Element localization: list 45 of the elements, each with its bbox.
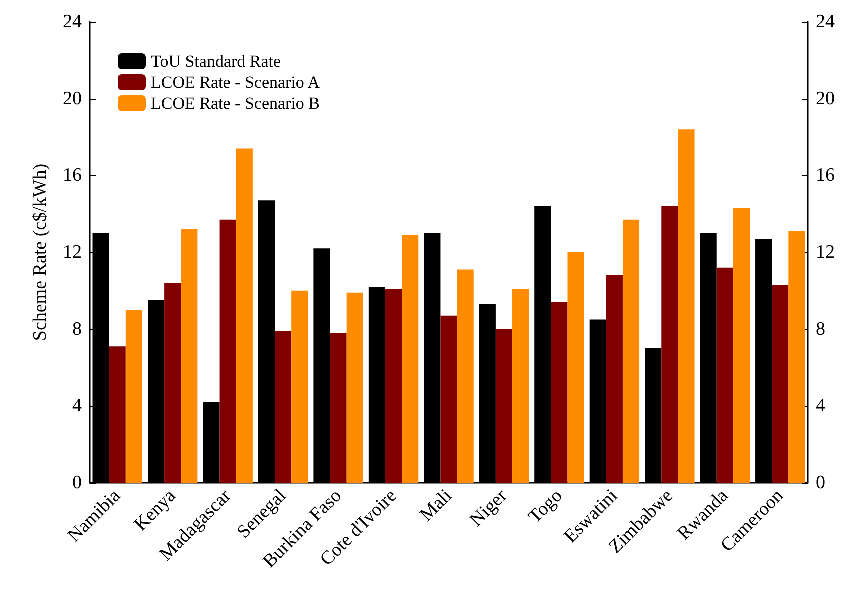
y2-tick-label: 16 [816,165,835,186]
y2-tick-label: 0 [816,472,826,494]
bar [496,329,513,483]
y-tick-label: 8 [72,318,82,340]
bar [788,231,806,483]
bar [330,333,347,483]
bar [292,290,308,483]
y-tick-label: 20 [63,88,82,110]
legend-label: ToU Standard Rate [151,52,282,71]
bar [716,268,734,483]
bar [457,270,474,483]
bar [662,206,678,483]
bar [402,235,419,483]
bar [678,130,695,483]
bar [512,288,530,483]
y2-tick-label: 12 [816,242,835,263]
y2-tick-label: 4 [816,396,826,417]
bar [733,208,750,483]
y-tick-label: 24 [63,12,82,32]
bar [346,292,364,483]
legend-label: LCOE Rate - Scenario A [151,73,321,92]
bar [622,220,640,483]
bar [385,288,402,483]
y-tick-label: 0 [72,472,82,494]
y2-tick-label: 20 [816,88,835,110]
y2-tick-label: 24 [816,12,836,32]
bar [772,285,789,483]
bar [164,283,182,483]
bar [109,346,126,483]
bar [126,310,142,483]
y-tick-label: 16 [63,165,82,186]
y-tick-label: 12 [63,242,82,263]
x-tick-label: Togo [524,486,567,528]
bar [181,229,198,483]
bar [551,302,568,483]
bar [236,148,253,483]
y2-tick-label: 8 [816,318,826,340]
bar [606,276,623,483]
bar [220,220,236,483]
bar [568,252,584,483]
y-axis-title: Scheme Rate (c$/kWh) [30,164,51,342]
y-tick-label: 4 [72,396,82,417]
bar [440,316,458,483]
bar [275,331,292,483]
legend-label: LCOE Rate - Scenario B [151,94,320,113]
